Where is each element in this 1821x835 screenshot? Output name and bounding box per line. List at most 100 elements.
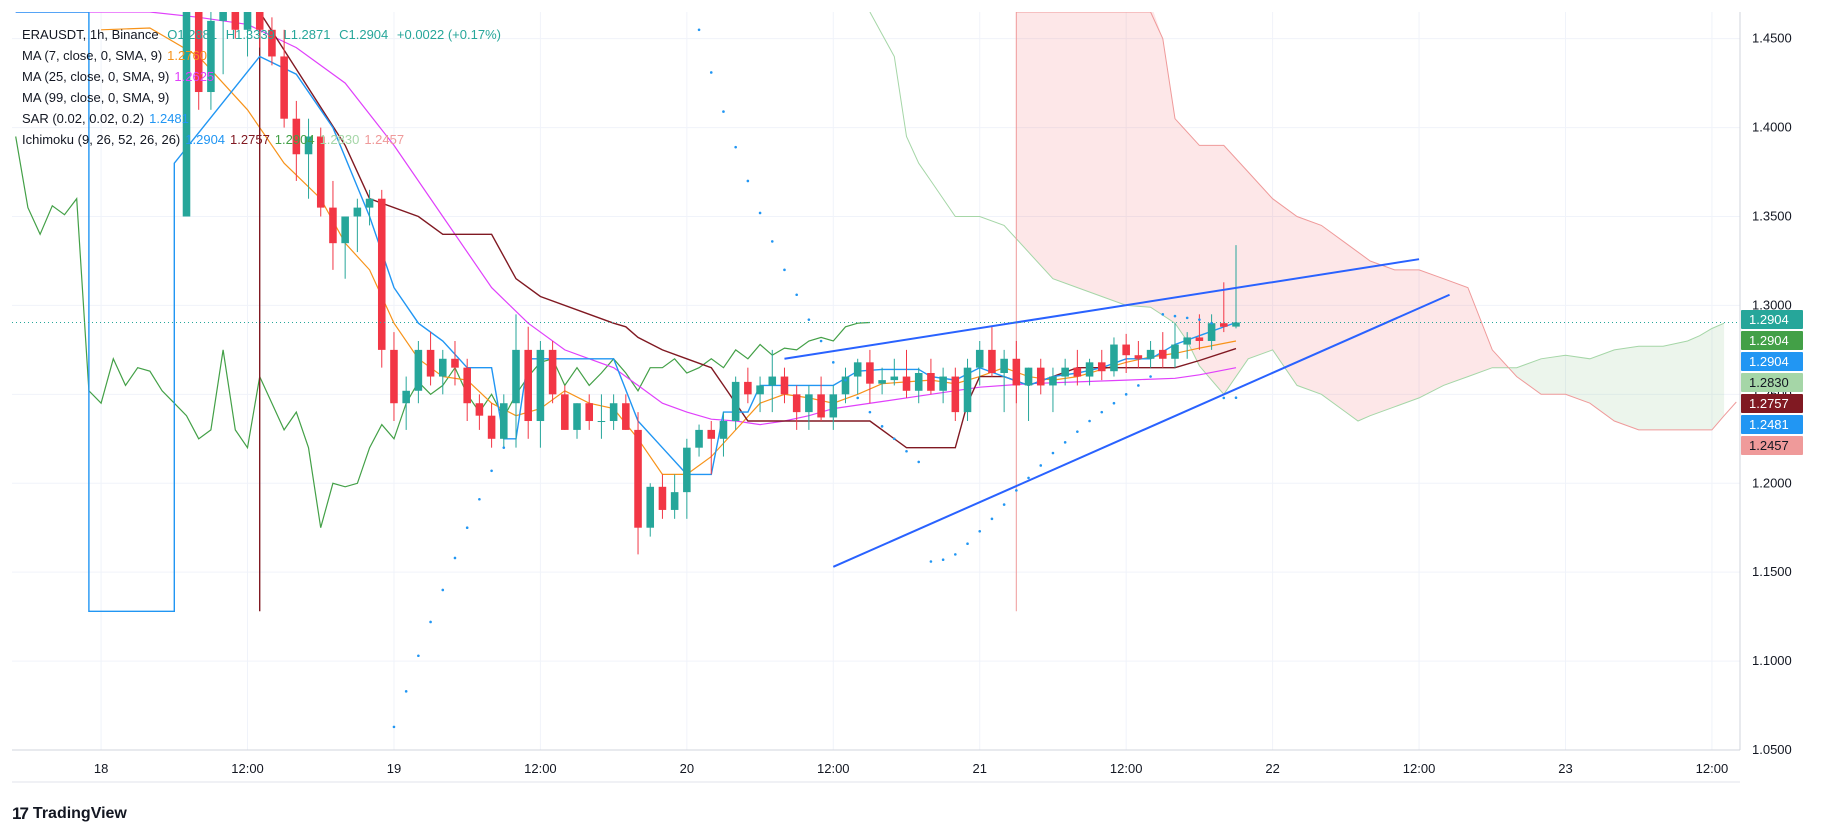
candle-down [316,127,325,217]
candle-body [500,403,508,439]
x-tick-label: 12:00 [817,761,850,776]
sar-dot [404,690,408,693]
trendline [832,293,1450,568]
candle-body [402,390,410,404]
candle-body [1232,322,1240,327]
candle-down [292,100,301,181]
price-tag-label: 1.2904 [1749,354,1789,369]
candle-body [451,358,459,368]
price-tag: 1.2904 [1741,310,1803,329]
y-tick-label: 1.0500 [1752,742,1792,757]
cloud-bullish [1510,323,1725,430]
candle-body [1085,362,1094,377]
candle-body [438,358,447,377]
candle-body [817,394,825,418]
candle-up [695,424,703,457]
sar-dot [1063,441,1067,444]
candle-up [829,385,838,430]
candle-body [243,12,252,30]
sar-dot [465,526,469,530]
candle-down [866,349,874,404]
candle-up [536,340,545,448]
sar-dot [734,145,737,149]
x-tick-label: 12:00 [231,761,264,776]
candle-up [1061,358,1069,386]
candle-body [463,367,471,404]
sar-dot [697,28,701,32]
indicator-row[interactable]: Ichimoku (9, 26, 52, 26, 26) 1.2904 1.2757… [22,129,506,150]
candle-body [1024,367,1033,386]
sar-dot [1002,503,1006,506]
candle-body [1049,376,1057,386]
candle-body [719,421,728,439]
indicator-row[interactable]: SAR (0.02, 0.02, 0.2) 1.2481 [22,108,506,129]
candle-body [1207,323,1216,341]
y-tick-label: 1.1000 [1752,653,1792,668]
candle-body [914,372,923,391]
candle-down [1073,349,1082,386]
sar-dot [917,460,921,464]
tradingview-logo[interactable]: 17 TradingView [12,804,127,824]
candle-down [1012,340,1021,404]
candle-body [927,372,935,391]
sar-dot [893,437,896,441]
senkou-span-b-line [1015,12,1737,612]
candle-down [390,332,398,422]
ohlc-low: L1.2871 [283,27,331,42]
candle-body [207,20,215,93]
candle-body [353,207,362,217]
candle-up [438,349,447,395]
candle-up [914,367,923,404]
sar-dot [429,620,432,624]
indicator-label: Ichimoku (9, 26, 52, 26, 26) [22,132,181,147]
candle-body [878,380,886,384]
indicator-row[interactable]: MA (99, close, 0, SMA, 9) [22,87,506,108]
candle-body [1110,344,1118,372]
candle-up [1049,367,1057,413]
candle-body [975,349,984,368]
sar-dot [795,293,798,297]
candle-body [622,403,630,430]
candle-body [1097,362,1106,372]
indicator-row[interactable]: MA (7, close, 0, SMA, 9) 1.2760 [22,45,506,66]
candle-body [792,394,801,413]
parabolic-sar [392,28,1238,729]
candle-down [1036,358,1045,395]
candle-up [1146,340,1155,368]
candle-body [670,492,679,510]
chikou-span-line [15,136,870,528]
sar-dot [1185,316,1189,320]
indicator-row[interactable]: MA (25, close, 0, SMA, 9) 1.2625 [22,66,506,87]
x-tick-label: 21 [972,761,986,776]
candle-up [731,376,740,430]
x-tick-label: 12:00 [1403,761,1436,776]
indicator-label: MA (7, close, 0, SMA, 9) [22,48,163,63]
candle-down [280,29,288,128]
brand-name: TradingView [32,805,127,822]
price-tag-bg [1741,436,1803,455]
sar-dot [929,560,933,563]
candle-body [475,403,484,416]
candle-body [805,394,813,413]
candle-up [683,438,691,519]
candle-down [1122,333,1130,373]
indicator-rows: MA (7, close, 0, SMA, 9) 1.2760 MA (25, cl… [22,45,506,150]
candle-body [853,362,862,377]
candle-body [414,349,423,391]
sar-dot [905,449,908,453]
candle-body [341,216,349,244]
candle-body [377,198,386,350]
candle-body [1000,358,1008,373]
sar-dot [722,110,725,113]
indicator-value: 1.2830 [319,132,360,147]
price-tag-bg [1741,373,1803,392]
candle-down [744,367,752,404]
candle-body [634,429,642,528]
candle-down [463,358,471,422]
x-tick-label: 19 [387,761,401,776]
candle-up [841,367,850,404]
candle-body [426,349,435,377]
candle-up [353,198,362,253]
indicator-label: MA (25, close, 0, SMA, 9) [22,69,170,84]
